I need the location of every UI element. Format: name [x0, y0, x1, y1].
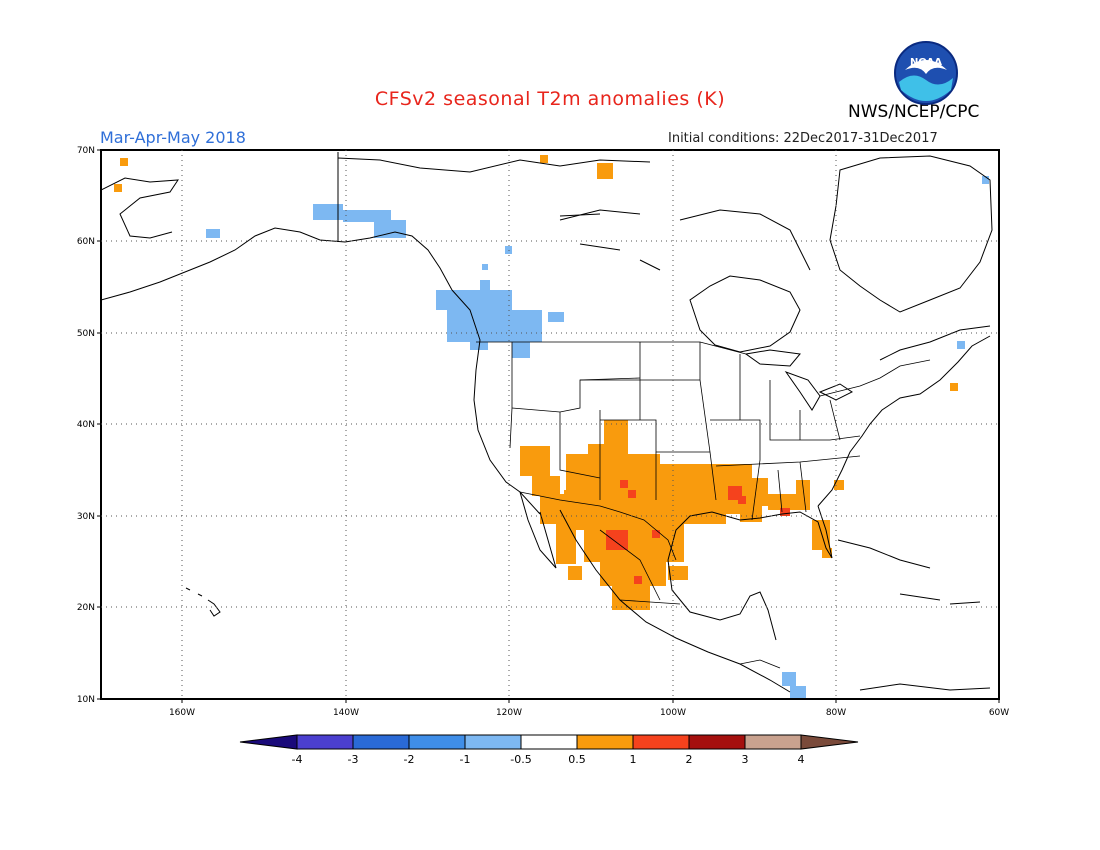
colorbar-label: -1: [460, 753, 471, 766]
lon-label: 160W: [169, 708, 195, 718]
map-frame: [100, 149, 1000, 700]
agency-label: NWS/NCEP/CPC: [848, 102, 980, 122]
colorbar-labels: -4 -3 -2 -1 -0.5 0.5 1 2 3 4: [292, 753, 805, 766]
lon-label: 60W: [989, 708, 1009, 718]
anomaly-cells: [114, 155, 989, 699]
colorbar-label: 3: [742, 753, 749, 766]
lat-label: 20N: [77, 603, 95, 613]
lat-label: 10N: [77, 695, 95, 705]
colorbar-swatch: [576, 734, 634, 750]
colorbar-swatch: [520, 734, 578, 750]
colorbar-label: -2: [404, 753, 415, 766]
noaa-logo: NOAA: [894, 41, 958, 105]
colorbar-label: -0.5: [510, 753, 531, 766]
political-borders: [476, 341, 931, 669]
lat-label: 60N: [77, 237, 95, 247]
colorbar-swatch: [632, 734, 690, 750]
colorbar-label: 2: [686, 753, 693, 766]
strong-warm-anomaly-cells: [606, 480, 790, 584]
logo-text: NOAA: [910, 57, 942, 68]
colorbar: [239, 734, 859, 750]
season-label: Mar-Apr-May 2018: [100, 128, 246, 147]
lon-label: 100W: [660, 708, 686, 718]
colorbar-label: 1: [630, 753, 637, 766]
colorbar-label: -4: [292, 753, 303, 766]
colorbar-swatch: [688, 734, 746, 750]
latitude-labels: 70N 60N 50N 40N 30N 20N 10N: [77, 146, 95, 705]
gridlines: [101, 150, 999, 699]
colorbar-swatch: [352, 734, 410, 750]
colorbar-swatch: [408, 734, 466, 750]
lon-label: 120W: [496, 708, 522, 718]
lat-label: 50N: [77, 329, 95, 339]
colorbar-label: -3: [348, 753, 359, 766]
lat-label: 30N: [77, 512, 95, 522]
colorbar-label: 4: [798, 753, 805, 766]
colorbar-arrow-high: [800, 734, 859, 750]
coastlines: [101, 152, 993, 693]
map-title: CFSv2 seasonal T2m anomalies (K): [374, 88, 726, 110]
lon-label: 80W: [826, 708, 846, 718]
lat-label: 40N: [77, 420, 95, 430]
initial-conditions-label: Initial conditions: 22Dec2017-31Dec2017: [668, 131, 938, 146]
colorbar-swatch: [744, 734, 802, 750]
longitude-labels: 160W 140W 120W 100W 80W 60W: [169, 708, 1009, 718]
colorbar-label: 0.5: [568, 753, 586, 766]
colorbar-swatch: [296, 734, 354, 750]
lon-label: 140W: [333, 708, 359, 718]
colorbar-swatch: [464, 734, 522, 750]
lat-label: 70N: [77, 146, 95, 156]
colorbar-arrow-low: [239, 734, 298, 750]
tick-marks: [97, 149, 1000, 703]
warm-anomaly-cells: [114, 155, 958, 610]
cool-anomaly-cells: [206, 176, 989, 699]
